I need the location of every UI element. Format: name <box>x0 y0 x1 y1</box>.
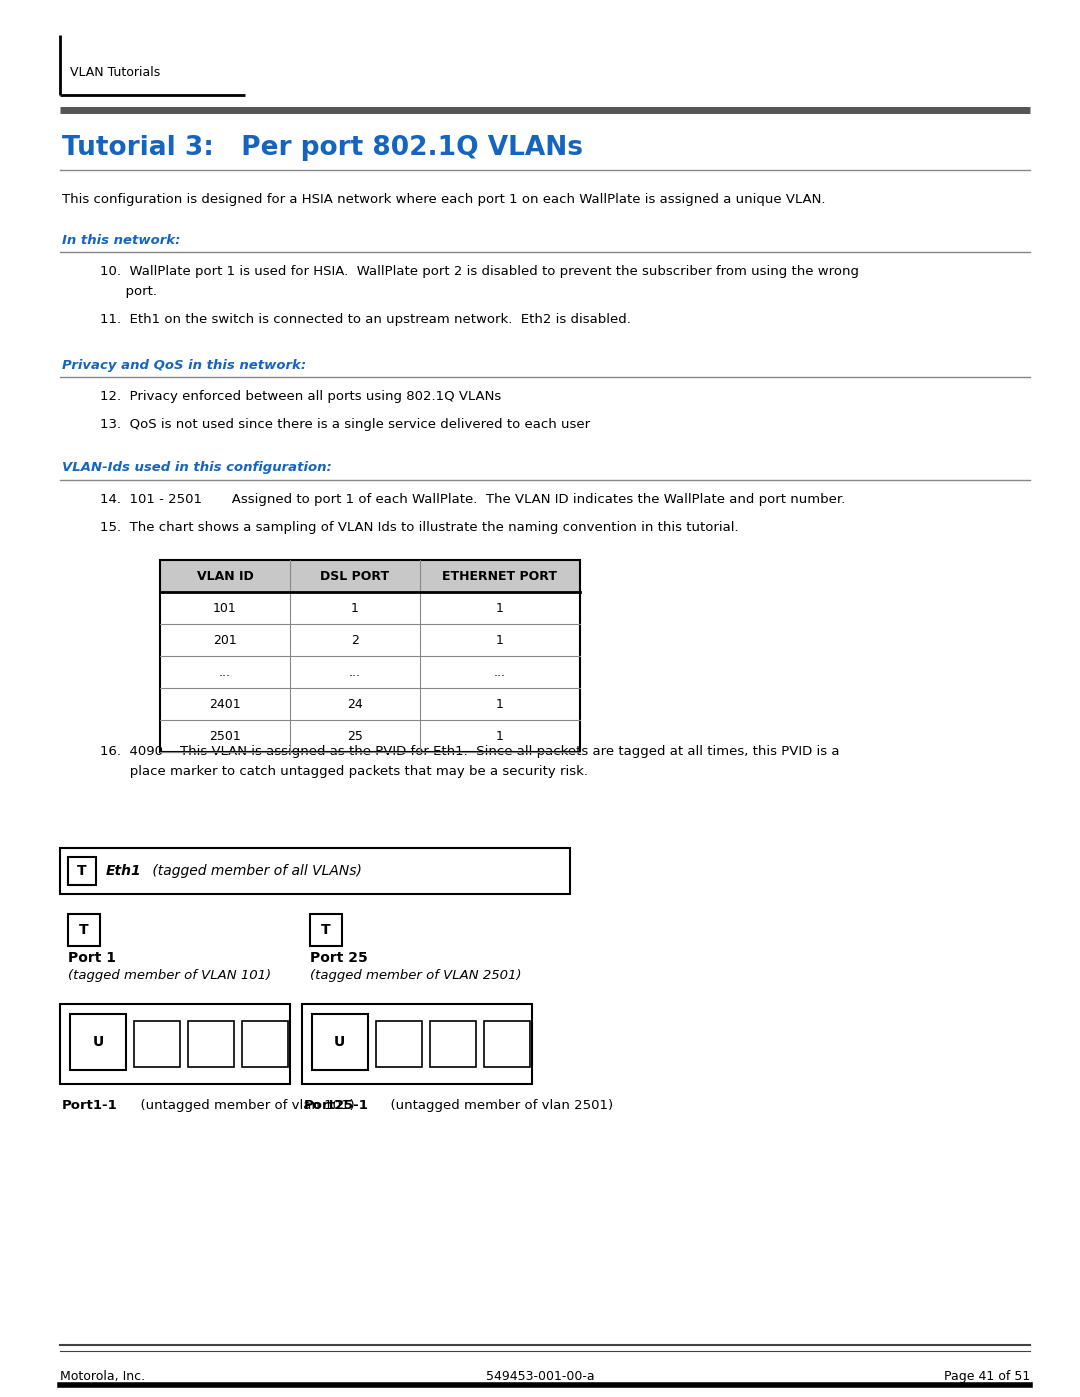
Text: U: U <box>93 1035 104 1049</box>
Text: 1: 1 <box>496 729 504 742</box>
Text: 101: 101 <box>213 602 237 615</box>
Text: 1: 1 <box>496 633 504 647</box>
Text: 549453-001-00-a: 549453-001-00-a <box>486 1370 594 1383</box>
Text: 1: 1 <box>496 697 504 711</box>
Text: Privacy and QoS in this network:: Privacy and QoS in this network: <box>62 359 306 372</box>
Text: 14.  101 - 2501       Assigned to port 1 of each WallPlate.  The VLAN ID indicat: 14. 101 - 2501 Assigned to port 1 of eac… <box>100 493 846 506</box>
Text: Eth1: Eth1 <box>106 863 141 877</box>
Text: T: T <box>79 923 89 937</box>
Text: (tagged member of VLAN 2501): (tagged member of VLAN 2501) <box>310 970 522 982</box>
Text: 11.  Eth1 on the switch is connected to an upstream network.  Eth2 is disabled.: 11. Eth1 on the switch is connected to a… <box>100 313 631 326</box>
Text: 25: 25 <box>347 729 363 742</box>
Text: ...: ... <box>219 665 231 679</box>
Bar <box>301 1004 531 1084</box>
Text: VLAN ID: VLAN ID <box>197 570 254 583</box>
Text: 15.  The chart shows a sampling of VLAN Ids to illustrate the naming convention : 15. The chart shows a sampling of VLAN I… <box>100 521 739 534</box>
Bar <box>60 1004 291 1084</box>
Text: ...: ... <box>349 665 361 679</box>
Text: This configuration is designed for a HSIA network where each port 1 on each Wall: This configuration is designed for a HSI… <box>62 193 825 205</box>
Text: U: U <box>334 1035 346 1049</box>
Bar <box>484 1021 529 1067</box>
Text: 2401: 2401 <box>210 697 241 711</box>
Text: 1: 1 <box>351 602 359 615</box>
Text: In this network:: In this network: <box>62 233 180 246</box>
Text: T: T <box>77 863 86 877</box>
Bar <box>160 560 580 752</box>
Text: 13.  QoS is not used since there is a single service delivered to each user: 13. QoS is not used since there is a sin… <box>100 418 590 432</box>
Bar <box>68 856 96 886</box>
Text: VLAN Tutorials: VLAN Tutorials <box>70 66 160 78</box>
Text: (untagged member of vlan 2501): (untagged member of vlan 2501) <box>381 1099 612 1112</box>
Bar <box>70 1014 126 1070</box>
Bar <box>376 1021 421 1067</box>
Text: 12.  Privacy enforced between all ports using 802.1Q VLANs: 12. Privacy enforced between all ports u… <box>100 390 501 402</box>
Text: (tagged member of VLAN 101): (tagged member of VLAN 101) <box>68 970 271 982</box>
Text: Port25-1: Port25-1 <box>303 1099 368 1112</box>
Text: (tagged member of all VLANs): (tagged member of all VLANs) <box>148 863 362 877</box>
Text: VLAN-Ids used in this configuration:: VLAN-Ids used in this configuration: <box>62 461 332 475</box>
Text: ETHERNET PORT: ETHERNET PORT <box>443 570 557 583</box>
Text: 2501: 2501 <box>210 729 241 742</box>
Bar <box>134 1021 180 1067</box>
Text: Page 41 of 51: Page 41 of 51 <box>944 1370 1030 1383</box>
Text: ...: ... <box>494 665 507 679</box>
Bar <box>188 1021 234 1067</box>
Bar <box>60 848 570 894</box>
Text: 24: 24 <box>347 697 363 711</box>
Bar <box>310 914 341 946</box>
Bar <box>68 914 100 946</box>
Text: 2: 2 <box>351 633 359 647</box>
Text: Motorola, Inc.: Motorola, Inc. <box>60 1370 145 1383</box>
Text: 10.  WallPlate port 1 is used for HSIA.  WallPlate port 2 is disabled to prevent: 10. WallPlate port 1 is used for HSIA. W… <box>100 265 859 278</box>
Bar <box>430 1021 475 1067</box>
Text: Port1-1: Port1-1 <box>62 1099 118 1112</box>
Text: (untagged member of vlan 101): (untagged member of vlan 101) <box>132 1099 354 1112</box>
Text: 201: 201 <box>213 633 237 647</box>
Bar <box>312 1014 367 1070</box>
Text: Port 25: Port 25 <box>310 951 367 965</box>
Text: Port 1: Port 1 <box>68 951 116 965</box>
Text: port.: port. <box>100 285 157 298</box>
Text: 16.  4090    This VLAN is assigned as the PVID for Eth1.  Since all packets are : 16. 4090 This VLAN is assigned as the PV… <box>100 745 839 759</box>
Text: Tutorial 3:   Per port 802.1Q VLANs: Tutorial 3: Per port 802.1Q VLANs <box>62 136 583 161</box>
Text: 1: 1 <box>496 602 504 615</box>
Text: T: T <box>321 923 330 937</box>
Bar <box>242 1021 288 1067</box>
Bar <box>160 560 580 592</box>
Text: DSL PORT: DSL PORT <box>321 570 390 583</box>
Text: place marker to catch untagged packets that may be a security risk.: place marker to catch untagged packets t… <box>100 766 588 778</box>
